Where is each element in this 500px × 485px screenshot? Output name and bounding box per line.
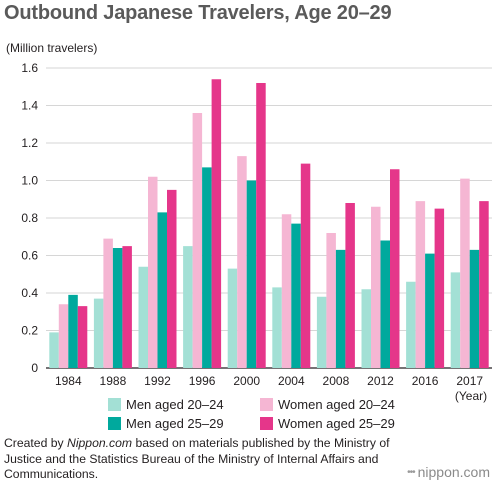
bar — [103, 238, 113, 368]
bar — [211, 79, 222, 368]
legend-swatch — [108, 398, 121, 411]
bar — [345, 203, 355, 368]
x-tick-labels: 1984 1988 1992 1996 2000 2004 2008 2012 2016 2017 — [55, 374, 483, 388]
bar — [237, 156, 247, 368]
brand-name: nippon.com — [417, 464, 490, 480]
y-tick-label: 0 — [31, 361, 38, 375]
y-tick-label: 1.4 — [21, 99, 38, 113]
chart-title: Outbound Japanese Travelers, Age 20–29 — [4, 2, 392, 24]
legend: Men aged 20–24 Men aged 25–29 Women aged 2… — [108, 397, 395, 431]
bar — [138, 266, 148, 368]
legend-swatch — [260, 417, 273, 430]
source-site: Nippon.com — [67, 436, 133, 450]
bar — [291, 223, 301, 368]
bar — [469, 249, 480, 368]
bar — [434, 208, 445, 368]
x-tick-label: 2012 — [367, 374, 394, 388]
bar — [300, 163, 311, 368]
source-note: Created by Nippon.com based on materials… — [4, 436, 394, 483]
legend-label: Women aged 20–24 — [278, 397, 395, 412]
legend-item: Men aged 25–29 — [108, 416, 224, 431]
bar — [227, 268, 238, 368]
source-prefix: Created by — [4, 436, 68, 450]
bar — [316, 296, 327, 368]
y-tick-label: 1.6 — [21, 61, 38, 75]
bar — [371, 206, 381, 368]
bar — [148, 176, 158, 368]
source-rest: based on materials published by the Mini… — [4, 436, 390, 481]
bar — [281, 214, 292, 368]
x-tick-label: 1988 — [100, 374, 127, 388]
bar — [361, 289, 371, 368]
bar — [460, 178, 470, 368]
bar — [425, 253, 435, 368]
x-tick-label: 1984 — [55, 374, 82, 388]
x-tick-label: 2008 — [323, 374, 350, 388]
y-tick-labels: 0 0.2 0.4 0.6 0.8 1.0 1.2 1.4 1.6 — [21, 61, 38, 375]
x-tick-label: 1992 — [144, 374, 171, 388]
legend-label: Women aged 25–29 — [278, 416, 395, 431]
bar — [68, 294, 78, 368]
x-tick-label: 2017 — [456, 374, 483, 388]
bar — [93, 298, 104, 368]
bar — [335, 249, 346, 368]
legend-item: Women aged 25–29 — [260, 416, 395, 431]
bar — [112, 248, 123, 368]
x-tick-label: 1996 — [189, 374, 216, 388]
y-tick-label: 0.6 — [21, 249, 38, 263]
bars — [49, 79, 489, 368]
legend-item: Women aged 20–24 — [260, 397, 395, 412]
bar — [157, 212, 167, 368]
x-tick-label: 2000 — [233, 374, 260, 388]
y-tick-label: 0.2 — [21, 324, 38, 338]
bar — [406, 281, 416, 368]
bar — [167, 189, 177, 368]
brand-dots-icon: ••• — [407, 466, 415, 478]
legend-label: Men aged 25–29 — [126, 416, 224, 431]
bar — [390, 169, 400, 368]
bar — [122, 246, 132, 368]
legend-label: Men aged 20–24 — [126, 397, 224, 412]
bar — [183, 246, 193, 368]
y-axis-label: (Million travelers) — [6, 41, 97, 55]
bar-chart: 00.20.40.60.81.01.21.41.6 1984 1988 1992 19… — [6, 41, 492, 431]
bar — [272, 287, 282, 368]
bar — [479, 201, 489, 368]
bar — [192, 113, 203, 368]
legend-swatch — [260, 398, 273, 411]
x-axis-label: (Year) — [455, 389, 487, 403]
bar — [58, 304, 69, 368]
y-tick-label: 0.8 — [21, 211, 38, 225]
x-tick-label: 2004 — [278, 374, 305, 388]
y-tick-label: 1.0 — [21, 174, 38, 188]
bar — [49, 332, 59, 368]
legend-swatch — [108, 417, 121, 430]
bar — [77, 306, 88, 368]
bar — [256, 83, 266, 368]
bar — [415, 201, 426, 368]
bar — [380, 240, 390, 368]
bar — [246, 180, 257, 368]
bar — [326, 233, 336, 368]
bar — [202, 167, 212, 368]
bar — [450, 272, 461, 368]
x-tick-label: 2016 — [412, 374, 439, 388]
legend-item: Men aged 20–24 — [108, 397, 224, 412]
brand-logo: ••• nippon.com — [407, 464, 490, 480]
y-tick-label: 1.2 — [21, 136, 38, 150]
y-tick-label: 0.4 — [21, 286, 38, 300]
